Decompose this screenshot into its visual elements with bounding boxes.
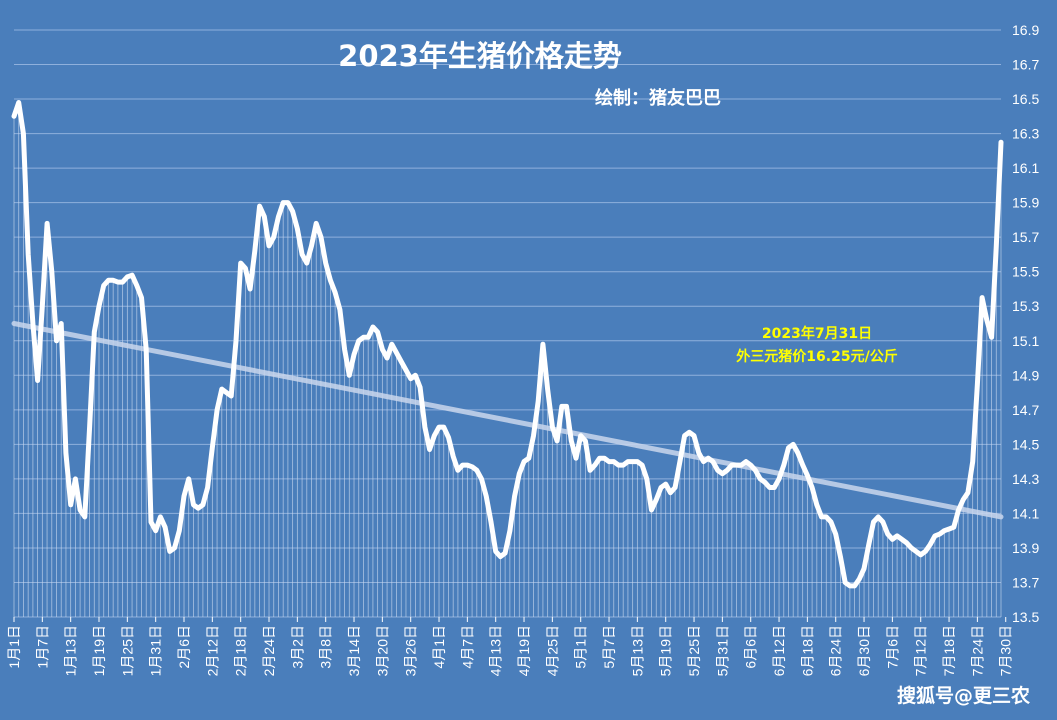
x-tick-label: 5月19日 bbox=[658, 625, 674, 676]
x-tick-label: 2月12日 bbox=[204, 625, 220, 676]
x-tick-label: 4月19日 bbox=[516, 625, 532, 676]
x-tick-label: 3月20日 bbox=[374, 625, 390, 676]
x-tick-label: 1月7日 bbox=[34, 625, 50, 669]
x-tick-label: 6月24日 bbox=[828, 625, 844, 676]
y-tick-label: 14.1 bbox=[1012, 505, 1039, 521]
x-tick-label: 7月6日 bbox=[884, 625, 900, 669]
annotation-price: 外三元猪价16.25元/公斤 bbox=[736, 348, 897, 365]
y-tick-label: 16.5 bbox=[1012, 91, 1039, 107]
x-tick-label: 7月12日 bbox=[913, 625, 929, 676]
x-tick-label: 1月19日 bbox=[91, 625, 107, 676]
gridlines bbox=[14, 29, 1001, 618]
y-tick-label: 15.9 bbox=[1012, 195, 1039, 211]
x-tick-label: 2月18日 bbox=[233, 625, 249, 676]
watermark: 搜狐号@更三农 bbox=[897, 684, 1030, 707]
y-tick-label: 16.3 bbox=[1012, 126, 1039, 142]
x-tick-label: 2月6日 bbox=[176, 625, 192, 669]
x-tick-label: 1月13日 bbox=[63, 625, 79, 676]
x-tick-label: 2月24日 bbox=[261, 625, 277, 676]
x-tick-label: 3月2日 bbox=[289, 625, 305, 669]
x-tick-label: 5月13日 bbox=[629, 625, 645, 676]
trendline-layer bbox=[11, 321, 1004, 520]
y-tick-label: 14.3 bbox=[1012, 471, 1039, 487]
y-tick-label: 15.7 bbox=[1012, 229, 1039, 245]
x-tick-label: 6月30日 bbox=[856, 625, 872, 676]
drop-lines bbox=[13, 102, 1002, 617]
y-tick-label: 15.3 bbox=[1012, 298, 1039, 314]
x-tick-label: 7月24日 bbox=[969, 625, 985, 676]
x-tick-label: 5月25日 bbox=[686, 625, 702, 676]
x-tick-label: 4月13日 bbox=[488, 625, 504, 676]
annotation-date: 2023年7月31日 bbox=[762, 325, 872, 342]
trendline bbox=[11, 321, 1004, 520]
x-tick-label: 1月25日 bbox=[119, 625, 135, 676]
x-axis-ticks: 1月1日 1月7日 1月13日 1月19日 1月25日 1月31日 2月6日 2月12日 2月1… bbox=[6, 617, 1014, 676]
y-tick-label: 13.7 bbox=[1012, 574, 1039, 590]
x-tick-label: 5月1日 bbox=[573, 625, 589, 669]
chart-title: 2023年生猪价格走势 bbox=[338, 39, 622, 73]
x-tick-label: 6月18日 bbox=[799, 625, 815, 676]
chart-subtitle: 绘制：猪友巴巴 bbox=[595, 87, 721, 109]
y-axis-ticks: 16.9 16.7 16.5 16.3 16.1 15.9 15.7 15.5 15.3 15.1… bbox=[1012, 22, 1039, 625]
y-tick-label: 16.9 bbox=[1012, 22, 1039, 38]
y-tick-label: 16.7 bbox=[1012, 57, 1039, 73]
y-tick-label: 15.1 bbox=[1012, 333, 1039, 349]
x-tick-label: 6月6日 bbox=[743, 625, 759, 669]
x-tick-label: 4月25日 bbox=[544, 625, 560, 676]
x-tick-label: 5月31日 bbox=[714, 625, 730, 676]
x-tick-label: 1月31日 bbox=[148, 625, 164, 676]
x-tick-label: 4月7日 bbox=[459, 625, 475, 669]
x-tick-label: 3月8日 bbox=[318, 625, 334, 669]
price-line-layer bbox=[11, 100, 1004, 589]
x-tick-label: 5月7日 bbox=[601, 625, 617, 669]
x-tick-label: 7月30日 bbox=[998, 625, 1014, 676]
x-tick-label: 7月18日 bbox=[941, 625, 957, 676]
x-tick-label: 3月14日 bbox=[346, 625, 362, 676]
y-tick-label: 13.5 bbox=[1012, 609, 1039, 625]
y-tick-label: 13.9 bbox=[1012, 540, 1039, 556]
price-line bbox=[11, 100, 1004, 589]
y-tick-label: 16.1 bbox=[1012, 160, 1039, 176]
y-tick-label: 15.5 bbox=[1012, 264, 1039, 280]
x-tick-label: 3月26日 bbox=[403, 625, 419, 676]
y-tick-label: 14.7 bbox=[1012, 402, 1039, 418]
y-tick-label: 14.9 bbox=[1012, 367, 1039, 383]
x-tick-label: 1月1日 bbox=[6, 625, 22, 669]
y-tick-label: 14.5 bbox=[1012, 436, 1039, 452]
x-tick-label: 6月12日 bbox=[771, 625, 787, 676]
x-tick-label: 4月1日 bbox=[431, 625, 447, 669]
